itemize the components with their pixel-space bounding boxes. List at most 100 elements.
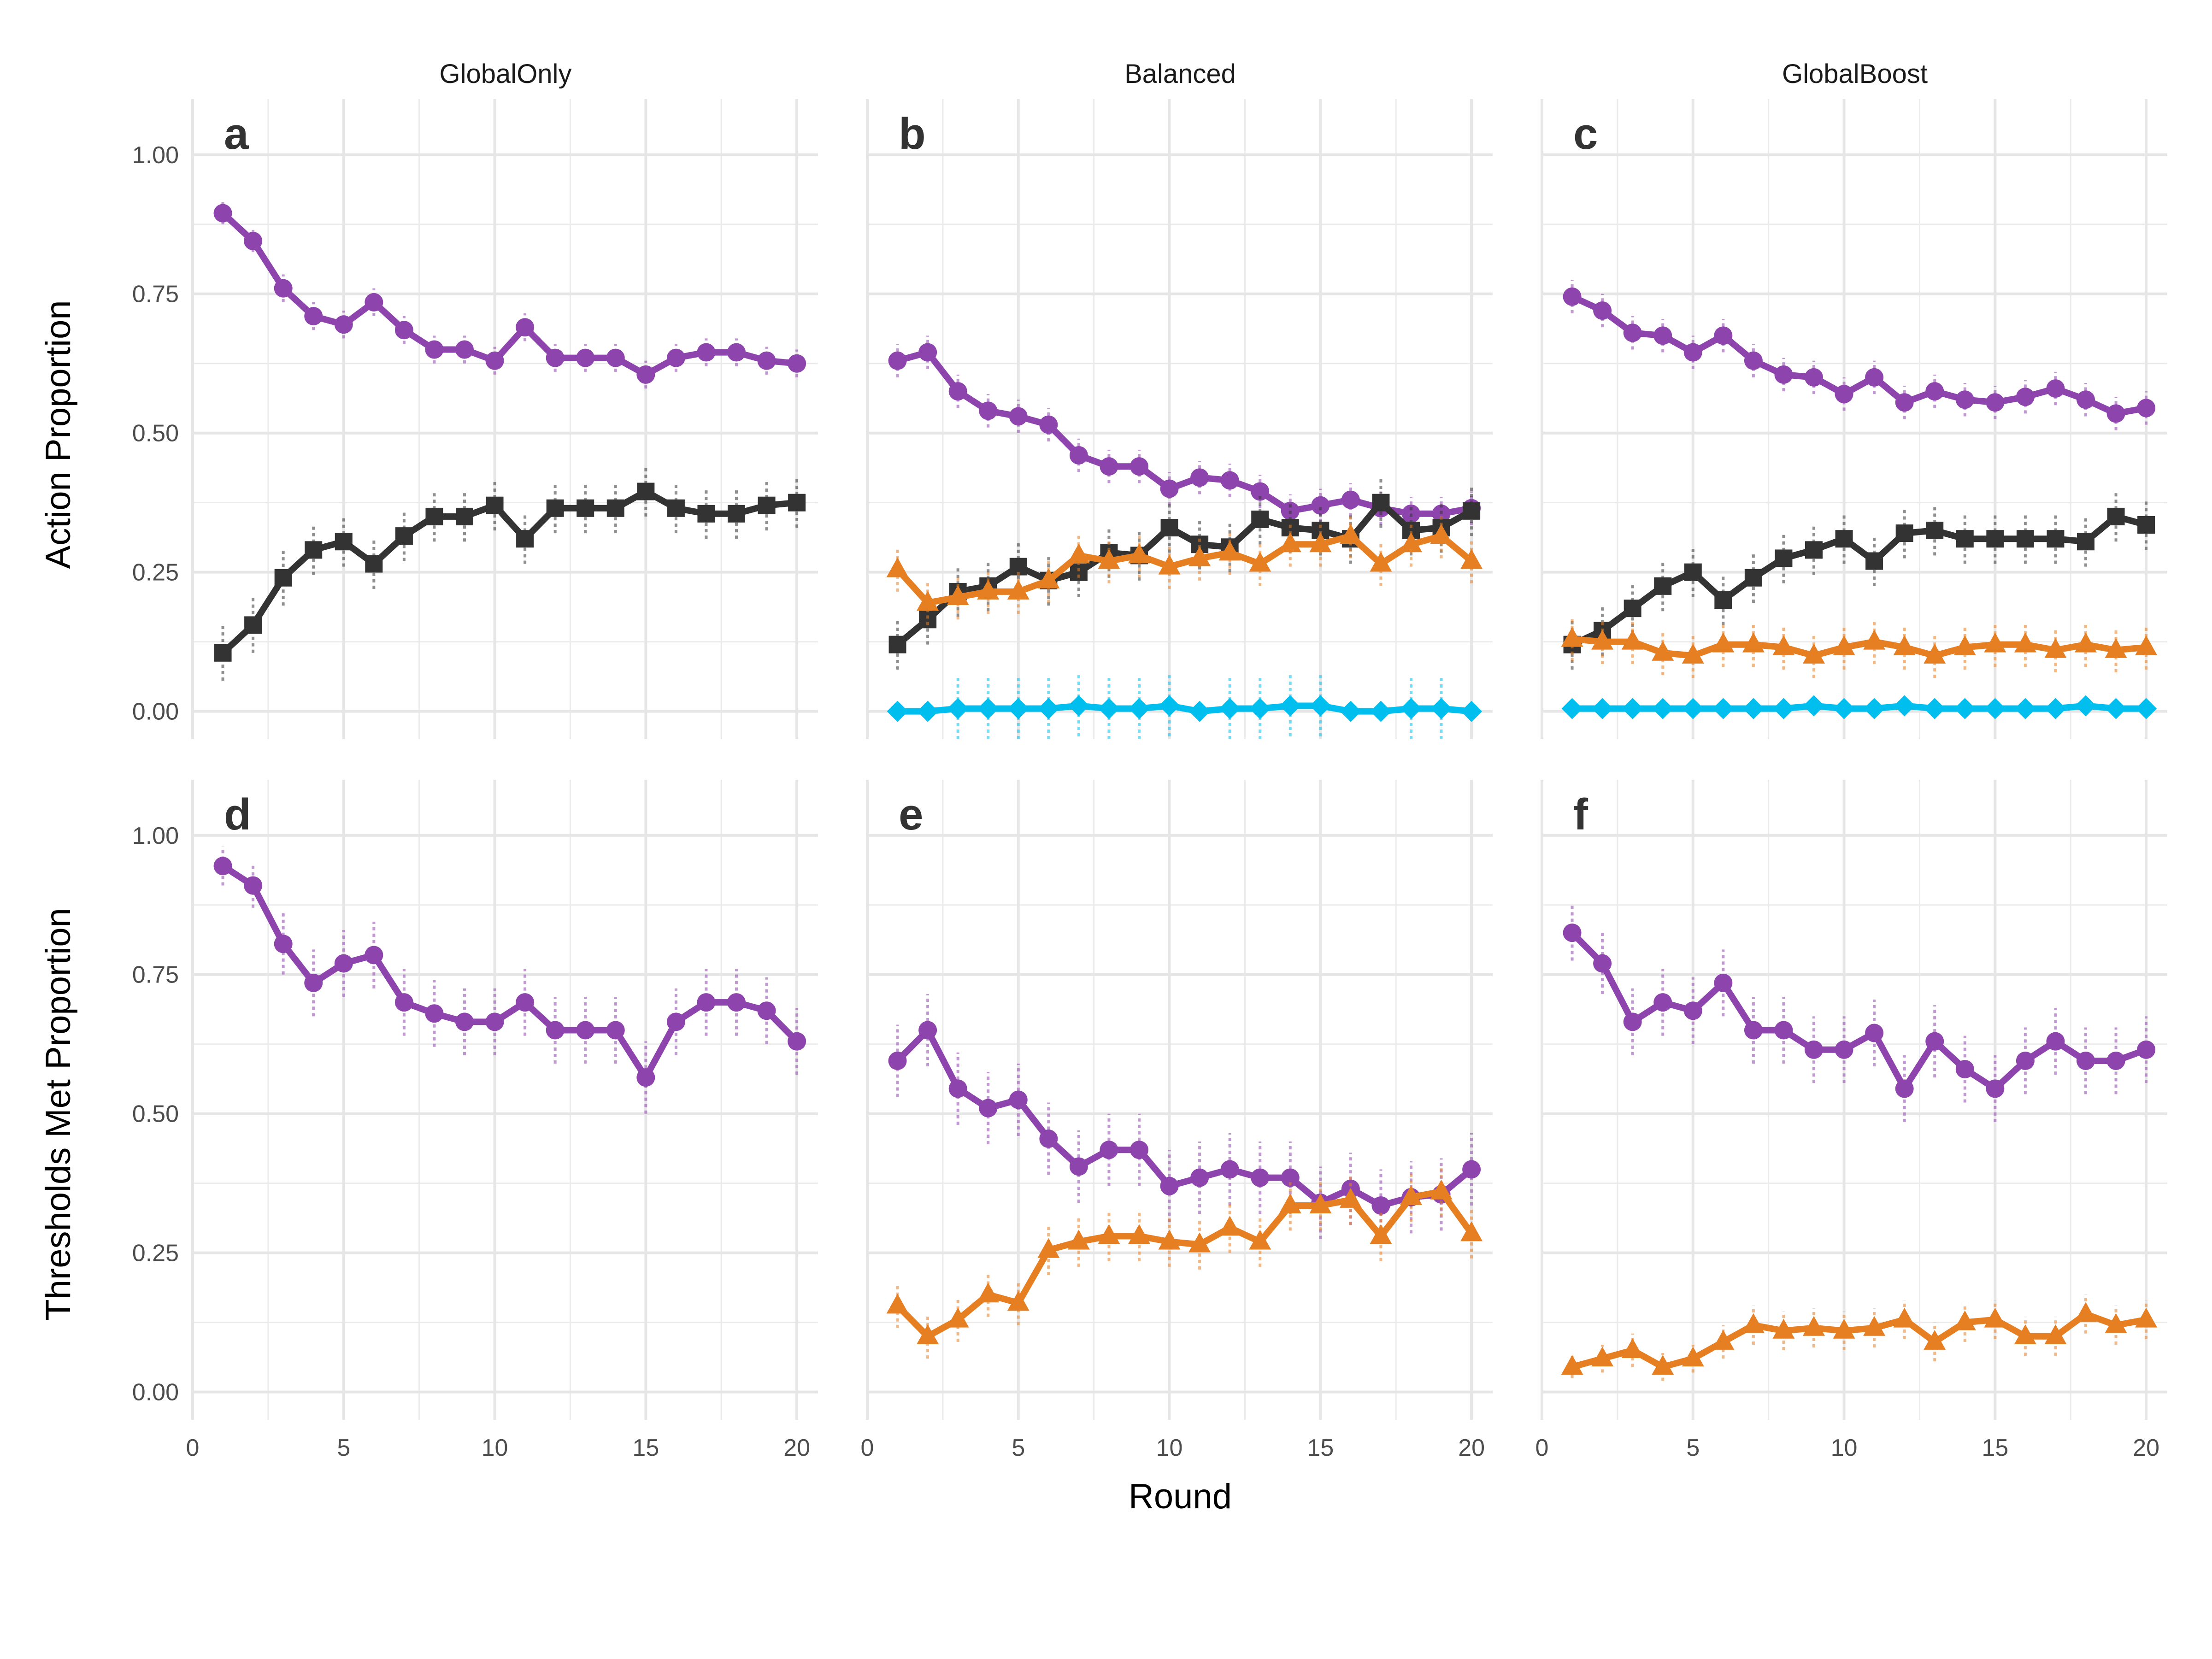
data-point bbox=[1621, 1338, 1644, 1359]
data-point bbox=[697, 505, 715, 523]
data-point bbox=[1309, 1193, 1332, 1213]
data-point bbox=[1128, 1224, 1150, 1244]
data-point bbox=[1774, 1021, 1793, 1040]
data-point bbox=[1652, 641, 1674, 661]
x-tick-label: 5 bbox=[337, 1435, 350, 1461]
series-orange bbox=[886, 1166, 1483, 1359]
data-point bbox=[2016, 1051, 2035, 1070]
series-dark bbox=[888, 477, 1481, 670]
data-point bbox=[576, 348, 595, 367]
data-point bbox=[1744, 569, 1762, 587]
data-point bbox=[606, 348, 625, 367]
data-point bbox=[1833, 635, 1855, 655]
data-point bbox=[1893, 1307, 1916, 1328]
data-point bbox=[577, 499, 594, 517]
data-point bbox=[2046, 379, 2065, 398]
data-point bbox=[1805, 1040, 1823, 1059]
data-point bbox=[727, 993, 746, 1012]
data-point bbox=[1712, 632, 1735, 653]
data-point bbox=[917, 1324, 939, 1344]
column-label-balanced: Balanced bbox=[1124, 59, 1236, 89]
data-point bbox=[1220, 471, 1239, 490]
data-point bbox=[1371, 1196, 1390, 1215]
data-point bbox=[1865, 368, 1884, 387]
panel-c: c bbox=[1541, 99, 2167, 739]
data-point bbox=[1805, 541, 1823, 559]
data-point bbox=[757, 1001, 776, 1020]
y-tick-label: 0.75 bbox=[132, 962, 179, 988]
data-point bbox=[1251, 1168, 1270, 1187]
data-point bbox=[1624, 600, 1641, 618]
series-purple bbox=[1563, 905, 2156, 1122]
data-point bbox=[606, 499, 624, 517]
series-line bbox=[895, 499, 1473, 647]
data-point bbox=[888, 635, 906, 653]
data-point bbox=[1893, 635, 1916, 655]
data-point bbox=[1400, 532, 1422, 553]
series-orange bbox=[886, 513, 1483, 625]
data-point bbox=[1865, 552, 1883, 570]
column-label-globalboost: GlobalBoost bbox=[1782, 59, 1928, 89]
data-point bbox=[666, 348, 685, 367]
data-point bbox=[1984, 632, 2006, 653]
data-point bbox=[1339, 1188, 1362, 1208]
data-point bbox=[1955, 390, 1974, 409]
series-orange bbox=[1561, 1294, 2158, 1381]
data-point bbox=[1895, 524, 1913, 542]
data-point bbox=[1160, 519, 1178, 537]
data-point bbox=[1835, 385, 1853, 404]
data-point bbox=[918, 343, 937, 362]
panel-f: 0 5 10 15 20 f bbox=[1535, 780, 2167, 1461]
data-point bbox=[1652, 1355, 1674, 1375]
data-point bbox=[1279, 1193, 1301, 1213]
panel-tag: a bbox=[224, 109, 249, 159]
data-point bbox=[1218, 541, 1241, 561]
data-point bbox=[1460, 549, 1483, 569]
data-point bbox=[546, 499, 564, 517]
panel-a: 0.00 0.25 0.50 0.75 1.00 a bbox=[132, 99, 818, 739]
data-point bbox=[1712, 698, 1734, 719]
data-point bbox=[1833, 1318, 1855, 1339]
data-point bbox=[1188, 546, 1211, 566]
data-point bbox=[636, 365, 655, 384]
data-point bbox=[1924, 643, 1946, 664]
y-tick-label: 0.50 bbox=[132, 1101, 179, 1128]
series-line bbox=[1570, 930, 2147, 1092]
data-point bbox=[728, 505, 745, 523]
data-point bbox=[1986, 1079, 2005, 1098]
data-point bbox=[977, 1282, 1000, 1303]
data-point bbox=[2075, 1302, 2097, 1322]
data-point bbox=[1249, 698, 1271, 719]
data-point bbox=[1925, 1032, 1944, 1051]
x-tick-label: 0 bbox=[1535, 1435, 1549, 1461]
data-point bbox=[917, 700, 939, 722]
series-dark bbox=[214, 466, 806, 681]
data-point bbox=[1098, 1224, 1120, 1244]
data-point bbox=[1400, 1185, 1422, 1205]
y-tick-label: 1.00 bbox=[132, 823, 179, 849]
data-point bbox=[2045, 698, 2066, 719]
data-point bbox=[274, 279, 293, 298]
data-point bbox=[1682, 698, 1704, 719]
x-tick-label: 10 bbox=[1156, 1435, 1183, 1461]
data-point bbox=[425, 340, 444, 359]
data-point bbox=[1714, 591, 1732, 609]
data-point bbox=[758, 496, 776, 514]
data-point bbox=[2106, 404, 2125, 423]
panel-e: 0 5 10 15 20 e bbox=[861, 780, 1493, 1461]
data-point bbox=[1400, 698, 1422, 719]
x-tick-label: 0 bbox=[186, 1435, 200, 1461]
data-point bbox=[485, 351, 504, 370]
data-point bbox=[1098, 698, 1120, 719]
data-point bbox=[1009, 1090, 1028, 1109]
data-point bbox=[1430, 698, 1452, 719]
data-point bbox=[1007, 1291, 1030, 1311]
data-point bbox=[1953, 1310, 1976, 1330]
data-point bbox=[2136, 698, 2157, 719]
data-point bbox=[1683, 1001, 1702, 1020]
data-point bbox=[1220, 1160, 1239, 1179]
panel-tag: c bbox=[1573, 109, 1598, 159]
data-point bbox=[917, 591, 939, 611]
x-tick-label: 0 bbox=[861, 1435, 874, 1461]
data-point bbox=[455, 340, 474, 359]
